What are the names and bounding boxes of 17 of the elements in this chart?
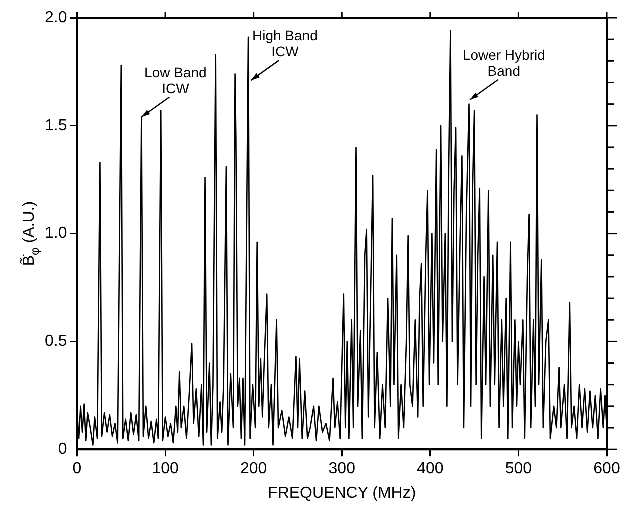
- y-tick-label: 2.0: [44, 9, 68, 26]
- y-axis-title: B̃̇φ (A.U.): [19, 201, 42, 266]
- annotation: High Band ICW: [252, 28, 318, 60]
- y-tick-label: 0: [58, 441, 68, 458]
- y-tick-label: 1.0: [44, 225, 68, 242]
- x-axis-title: FREQUENCY (MHz): [268, 484, 416, 502]
- annotation: Low Band ICW: [144, 64, 207, 96]
- y-tick-label: 1.5: [44, 117, 68, 134]
- x-tick-label: 600: [594, 460, 620, 478]
- y-tick-label: 0.5: [44, 333, 68, 350]
- x-tick-label: 100: [152, 460, 179, 478]
- x-tick-label: 200: [240, 460, 268, 478]
- x-tick-label: 500: [505, 460, 532, 478]
- x-tick-label: 300: [328, 460, 356, 478]
- x-tick-label: 0: [72, 460, 82, 478]
- annotation: Lower Hybrid Band: [462, 47, 546, 80]
- x-tick-label: 400: [417, 460, 444, 478]
